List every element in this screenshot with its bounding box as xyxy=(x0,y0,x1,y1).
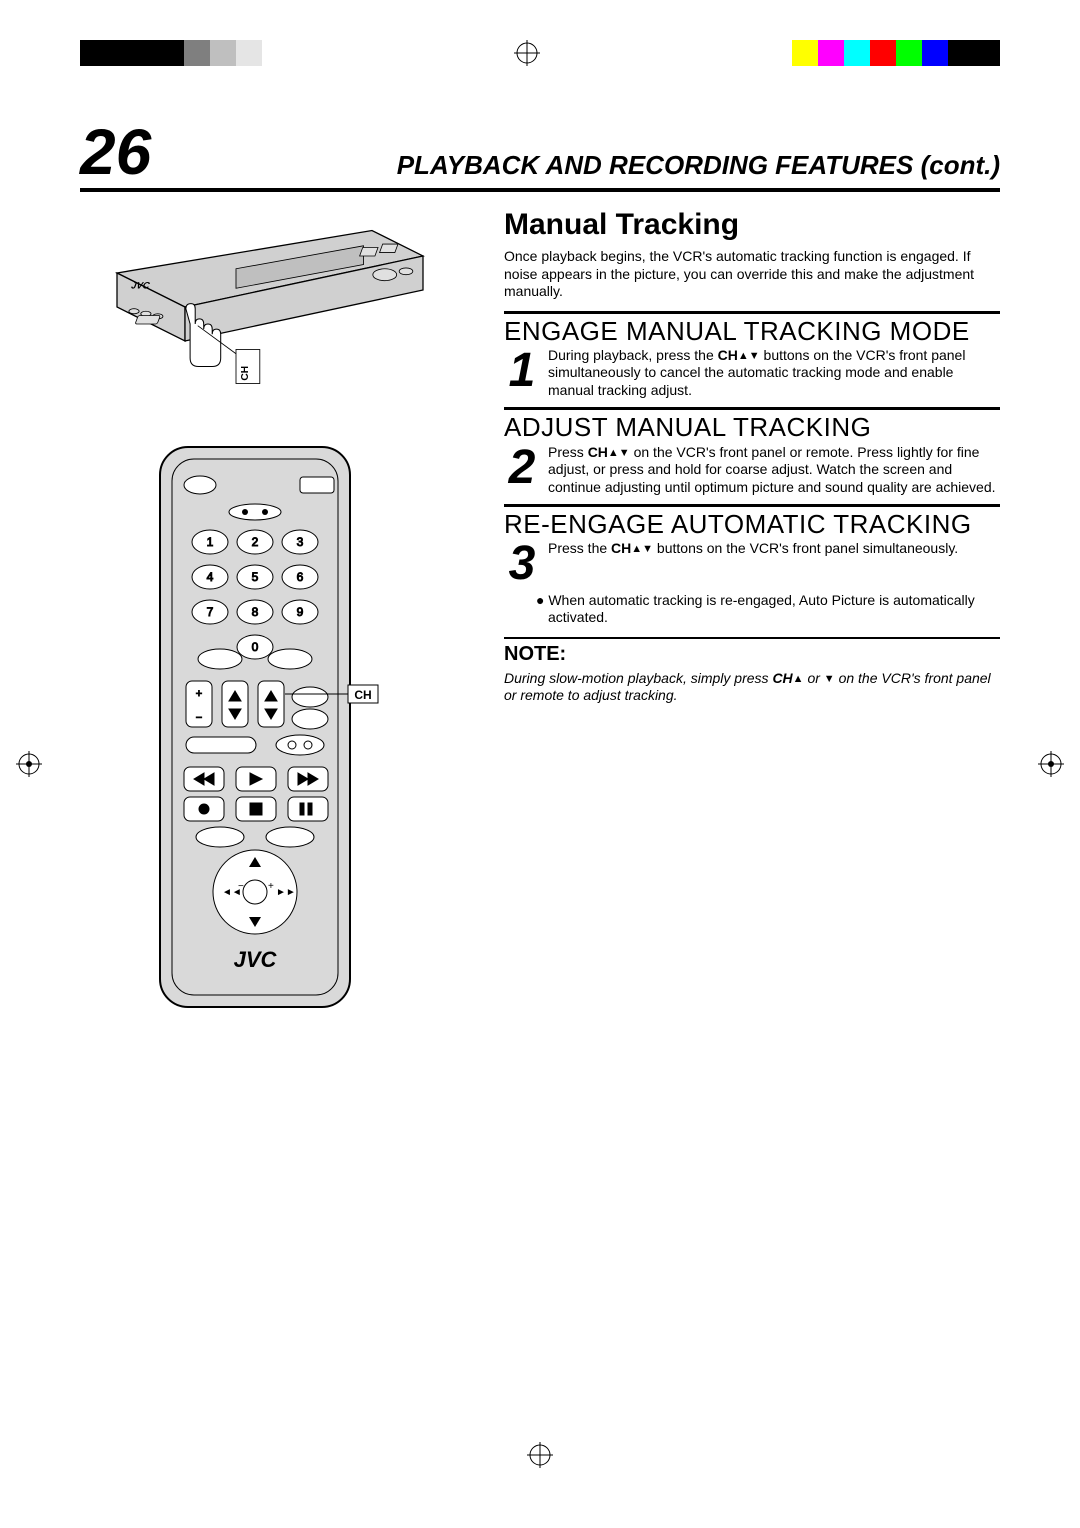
step-heading: RE-ENGAGE AUTOMATIC TRACKING xyxy=(504,511,1000,538)
step-body: Press the CH▲▼ buttons on the VCR's fron… xyxy=(548,540,1000,558)
registration-bars xyxy=(0,40,1080,66)
registration-swatch xyxy=(818,40,844,66)
svg-text:2: 2 xyxy=(252,535,259,549)
step-block: ADJUST MANUAL TRACKING 2Press CH▲▼ on the… xyxy=(504,407,1000,496)
svg-text:+: + xyxy=(196,688,202,700)
illustration-column: JVC CH xyxy=(80,202,480,1042)
crop-mark-right-icon xyxy=(1038,751,1064,777)
step-bullet: ● When automatic tracking is re-engaged,… xyxy=(504,592,1000,627)
registration-swatch xyxy=(80,40,106,66)
crop-mark-top-icon xyxy=(514,40,540,66)
registration-swatch xyxy=(158,40,184,66)
svg-text:1: 1 xyxy=(207,535,214,549)
vcr-ch-label: CH xyxy=(240,366,251,381)
svg-text:5: 5 xyxy=(252,570,259,584)
registration-swatch xyxy=(896,40,922,66)
svg-text:►►: ►► xyxy=(276,887,296,898)
remote-illustration: 1 2 3 4 5 6 7 8 9 0 + − xyxy=(150,437,380,1037)
svg-text:4: 4 xyxy=(207,570,214,584)
step-number: 1 xyxy=(504,349,540,392)
registration-left xyxy=(80,40,262,66)
registration-swatch xyxy=(210,40,236,66)
svg-text:−: − xyxy=(238,881,244,892)
registration-swatch xyxy=(922,40,948,66)
registration-swatch xyxy=(132,40,158,66)
step-heading: ADJUST MANUAL TRACKING xyxy=(504,414,1000,441)
registration-right xyxy=(792,40,1000,66)
registration-swatch xyxy=(844,40,870,66)
registration-swatch xyxy=(974,40,1000,66)
step-number: 3 xyxy=(504,542,540,585)
step-number: 2 xyxy=(504,446,540,489)
page-number: 26 xyxy=(80,120,151,184)
crop-mark-bottom-icon xyxy=(527,1442,553,1468)
note-heading: NOTE: xyxy=(504,637,1000,666)
text-column: Manual Tracking Once playback begins, th… xyxy=(504,202,1000,1042)
page-content: 26 PLAYBACK AND RECORDING FEATURES (cont… xyxy=(80,120,1000,1042)
step-body: Press CH▲▼ on the VCR's front panel or r… xyxy=(548,444,1000,497)
svg-text:7: 7 xyxy=(207,605,214,619)
svg-text:JVC: JVC xyxy=(130,279,150,290)
step-block: ENGAGE MANUAL TRACKING MODE 1During playb… xyxy=(504,311,1000,400)
registration-swatch xyxy=(870,40,896,66)
intro-text: Once playback begins, the VCR's automati… xyxy=(504,248,1000,301)
section-title: Manual Tracking xyxy=(504,208,1000,242)
vcr-illustration: JVC CH xyxy=(80,222,460,392)
remote-brand: JVC xyxy=(234,947,278,972)
header-title: PLAYBACK AND RECORDING FEATURES (cont.) xyxy=(171,150,1000,181)
crop-mark-left-icon xyxy=(16,751,42,777)
svg-text:+: + xyxy=(268,881,274,892)
step-block: RE-ENGAGE AUTOMATIC TRACKING 3 Press the C… xyxy=(504,504,1000,626)
step-body: During playback, press the CH▲▼ buttons … xyxy=(548,347,1000,400)
svg-text:6: 6 xyxy=(297,570,304,584)
remote-ch-label: CH xyxy=(354,688,371,702)
step-heading: ENGAGE MANUAL TRACKING MODE xyxy=(504,318,1000,345)
registration-swatch xyxy=(236,40,262,66)
registration-swatch xyxy=(948,40,974,66)
page-header: 26 PLAYBACK AND RECORDING FEATURES (cont… xyxy=(80,120,1000,192)
registration-swatch xyxy=(106,40,132,66)
note-body: During slow-motion playback, simply pres… xyxy=(504,670,1000,705)
svg-text:8: 8 xyxy=(252,605,259,619)
registration-swatch xyxy=(792,40,818,66)
registration-swatch xyxy=(184,40,210,66)
svg-text:3: 3 xyxy=(297,535,304,549)
svg-text:9: 9 xyxy=(297,605,304,619)
svg-text:0: 0 xyxy=(252,640,259,654)
svg-text:−: − xyxy=(196,712,202,724)
